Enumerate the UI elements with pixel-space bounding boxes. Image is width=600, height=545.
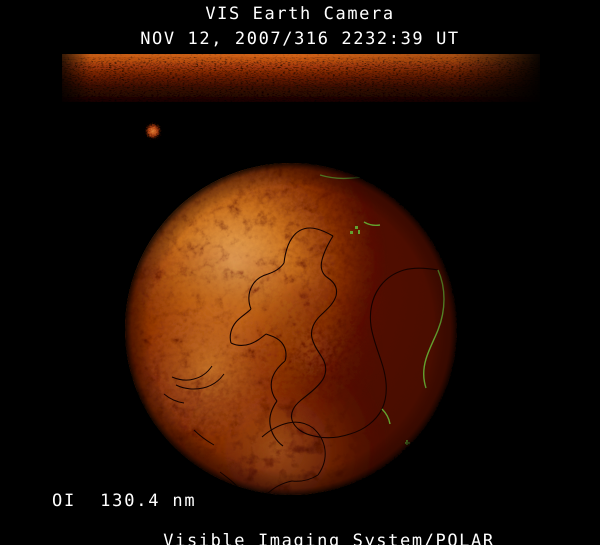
credit-block: Visible Imaging System/POLAR The Univers… [163, 491, 542, 545]
timestamp-label: NOV 12, 2007/316 2232:39 UT [140, 29, 460, 49]
bright-spot [138, 118, 168, 148]
page-title: VIS Earth Camera [205, 4, 395, 24]
wavelength-label: OI 130.4 nm [52, 491, 197, 511]
airglow-band [62, 54, 540, 102]
earth-disk [124, 162, 458, 496]
credit-line-instrument: Visible Imaging System/POLAR [163, 531, 495, 545]
